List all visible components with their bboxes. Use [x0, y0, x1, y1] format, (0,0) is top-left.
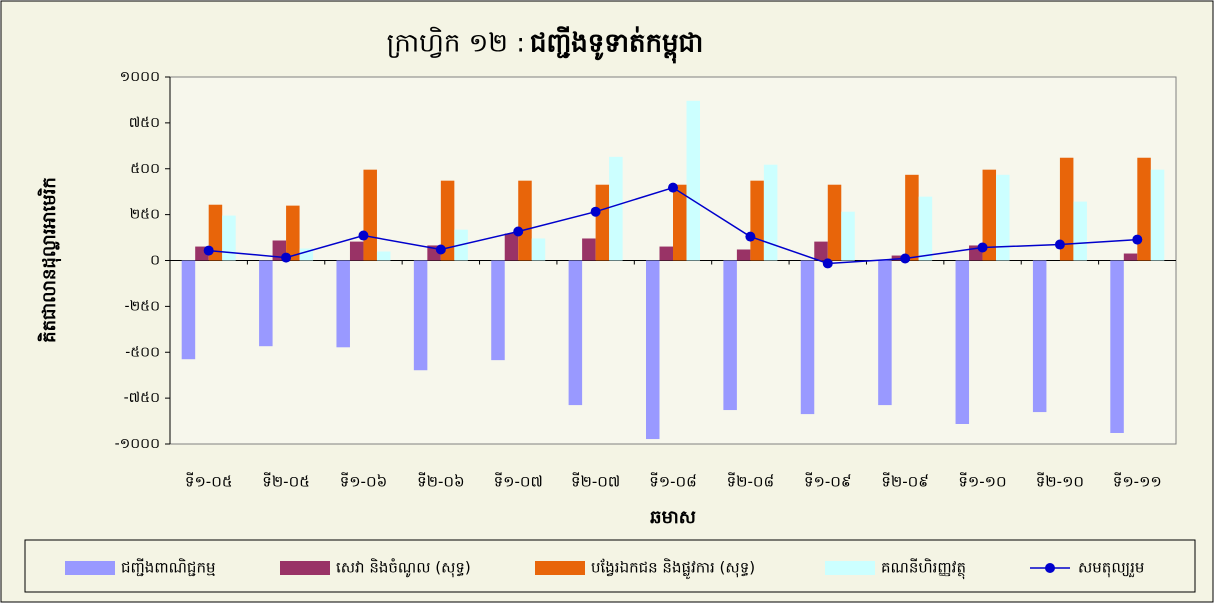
line-point — [900, 253, 911, 264]
y-tick-label: ១០០០ — [120, 69, 160, 85]
x-tick-label: ទី១-០៨ — [649, 472, 697, 491]
x-tick-label: ទី១-០៩ — [804, 472, 852, 491]
y-tick-label: -១០០០ — [115, 436, 160, 452]
x-tick-label: ទី១-០៥ — [185, 472, 233, 491]
x-tick-label: ទី២-១០ — [1036, 472, 1084, 491]
legend-label: ជញ្ជីងពាណិជ្ជកម្ម — [121, 558, 215, 577]
chart-title-bold: ជញ្ជីងទូទាត់កម្ពុជា — [530, 26, 703, 64]
legend-label: សេវា និងចំណូល (សុទ្ធ) — [336, 558, 471, 578]
bar — [440, 180, 455, 261]
line-point — [513, 226, 524, 237]
bar — [259, 260, 273, 347]
bar — [299, 248, 314, 261]
bar — [996, 174, 1010, 261]
bar — [609, 156, 623, 261]
legend-box — [24, 539, 1196, 593]
y-tick-label: ២៥០ — [130, 207, 160, 223]
bar — [736, 249, 751, 261]
bar — [763, 164, 778, 261]
bar — [363, 169, 377, 261]
chart-title: ក្រាហ្វិក ១២ : — [387, 27, 525, 59]
bar — [1059, 157, 1074, 261]
line-point — [977, 242, 988, 253]
bar — [1150, 169, 1165, 261]
y-tick-label: -២៥០ — [125, 298, 160, 314]
bar — [659, 246, 673, 261]
y-tick-label: -៥០០ — [125, 344, 160, 360]
bar — [518, 180, 532, 261]
line-point — [435, 244, 446, 255]
x-axis-title: ឆមាស — [650, 507, 696, 528]
bar — [891, 255, 906, 261]
bar — [878, 260, 892, 406]
bar — [208, 204, 223, 261]
line-point — [358, 230, 369, 241]
bar — [686, 100, 700, 261]
line-point — [668, 182, 678, 193]
x-tick-label: ទី២-០៨ — [727, 472, 775, 491]
bar — [841, 211, 855, 261]
x-tick-label: ទី២-០៥ — [262, 472, 310, 491]
bar — [376, 251, 391, 261]
bar — [1073, 201, 1087, 261]
y-tick-label: -៧៥០ — [124, 390, 160, 406]
y-tick-label: ៧៥០ — [129, 115, 160, 131]
y-axis-title: គិតជាលានដុល្លារអាមេរិក — [37, 177, 62, 343]
bar — [531, 238, 546, 261]
bar — [827, 184, 842, 261]
x-tick-label: ទី១-០៧ — [494, 472, 543, 491]
line-point — [203, 245, 214, 256]
bar — [918, 196, 933, 261]
bar — [646, 260, 660, 440]
bar — [800, 260, 815, 415]
x-tick-label: ទី១-១១ — [1113, 472, 1162, 491]
x-tick-label: ទី២-០៦ — [417, 472, 465, 491]
bar — [336, 260, 350, 348]
bar — [1032, 260, 1047, 413]
legend-swatch — [65, 561, 115, 575]
y-tick-label: ០ — [150, 253, 160, 269]
x-tick-label: ទី១-០៦ — [340, 472, 388, 491]
x-tick-label: ទី២-០៩ — [881, 472, 929, 491]
legend-swatch — [535, 561, 585, 575]
x-tick-label: ទី១-១០ — [958, 472, 1006, 491]
bar — [595, 184, 610, 261]
bar — [723, 260, 737, 411]
legend-swatch — [280, 561, 330, 575]
line-point — [1054, 239, 1065, 250]
bar — [1137, 157, 1151, 261]
bar — [955, 260, 970, 424]
y-tick-label: ៥០០ — [130, 161, 160, 177]
line-point — [590, 206, 601, 217]
legend-label: គណនីហិរញ្ញវត្ថុ — [881, 558, 966, 580]
x-tick-label: ទី២-០៧ — [571, 472, 620, 491]
bar — [1110, 260, 1124, 433]
bar — [750, 180, 764, 261]
bar — [504, 233, 519, 261]
bar — [582, 238, 596, 261]
line-point — [745, 231, 756, 242]
legend-swatch — [825, 561, 875, 575]
line-point — [281, 252, 292, 263]
bar — [673, 184, 687, 261]
bar — [286, 205, 300, 261]
legend-label: បង្វែរឯកជន និងផ្លូវការ (សុទ្ធ) — [591, 558, 755, 580]
bar — [491, 260, 505, 361]
line-point — [822, 258, 833, 269]
bar — [349, 241, 364, 261]
bar — [905, 174, 919, 261]
bar — [181, 260, 196, 360]
bar — [222, 215, 236, 261]
legend-label: សមតុល្យរួម — [1078, 559, 1144, 578]
bar — [413, 260, 428, 371]
bar — [1123, 253, 1138, 261]
legend-swatch — [1045, 563, 1055, 573]
line-point — [1132, 234, 1143, 245]
bar — [568, 260, 583, 406]
bar — [982, 169, 997, 261]
bar — [814, 241, 828, 261]
